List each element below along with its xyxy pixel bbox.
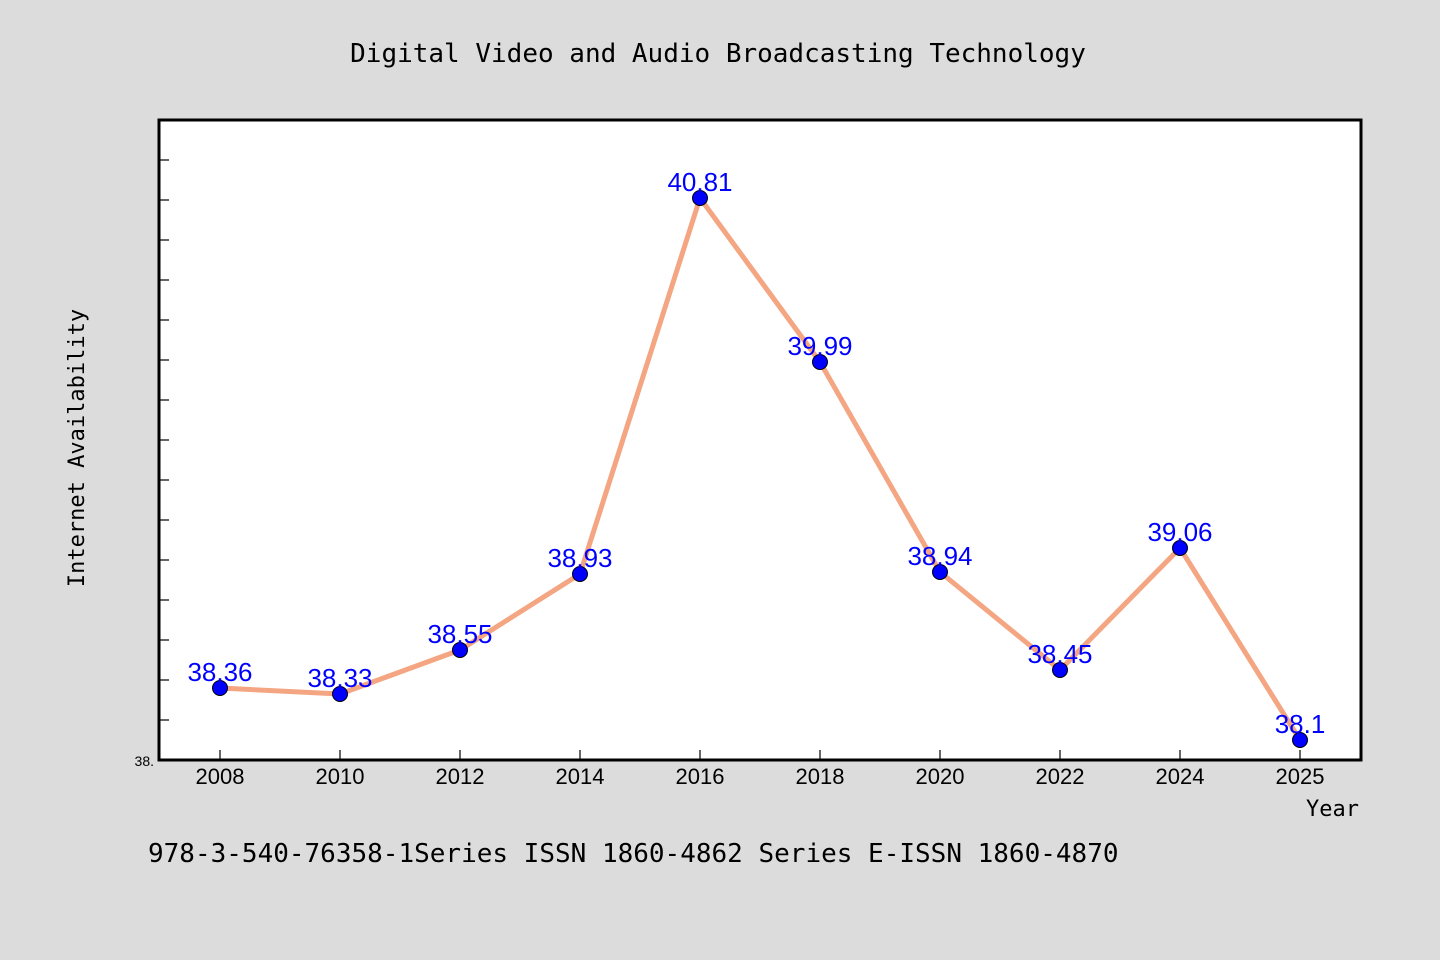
data-point [332, 686, 348, 702]
data-label: 38.1 [1275, 709, 1326, 739]
data-point [212, 680, 228, 696]
data-label: 39.99 [787, 331, 852, 361]
data-label: 39.06 [1147, 517, 1212, 547]
x-tick-label: 2020 [916, 764, 965, 789]
series-line [217, 195, 1303, 743]
x-tick-label: 2010 [316, 764, 365, 789]
plot-area [157, 118, 1363, 762]
data-point [572, 566, 588, 582]
data-point [1052, 662, 1068, 678]
x-tick-label: 2016 [676, 764, 725, 789]
data-point [692, 190, 708, 206]
data-point [1292, 732, 1308, 748]
data-label: 38.45 [1027, 639, 1092, 669]
data-label: 38.55 [427, 619, 492, 649]
data-point [932, 564, 948, 580]
data-label: 38.36 [187, 657, 252, 687]
data-label: 40.81 [667, 167, 732, 197]
x-tick-labels: 2008 2010 2012 2014 2016 2018 2020 2022 2024 2025 [196, 764, 1325, 789]
x-tick-label: 2018 [796, 764, 845, 789]
data-label: 38.33 [307, 663, 372, 693]
data-label: 38.94 [907, 541, 972, 571]
chart-title: Digital Video and Audio Broadcasting Tec… [350, 39, 1086, 69]
data-point [452, 642, 468, 658]
series-layer: 38.36 38.33 38.55 38.93 40.81 39.99 38.94 38.45… [187, 167, 1325, 748]
data-label: 38.93 [547, 543, 612, 573]
x-tick-label: 2012 [436, 764, 485, 789]
data-point [812, 354, 828, 370]
axis-ticks [159, 159, 1301, 760]
y-min-tick-label: 38. [135, 753, 154, 769]
x-tick-label: 2008 [196, 764, 245, 789]
x-tick-label: 2025 [1276, 764, 1325, 789]
y-axis-label: Internet Availability [65, 309, 90, 587]
x-tick-label: 2014 [556, 764, 605, 789]
data-point [1172, 540, 1188, 556]
x-tick-label: 2024 [1156, 764, 1205, 789]
x-axis-label: Year [1306, 797, 1359, 822]
x-tick-label: 2022 [1036, 764, 1085, 789]
footer-isbn-text: 978-3-540-76358-1Series ISSN 1860-4862 S… [148, 839, 1119, 869]
